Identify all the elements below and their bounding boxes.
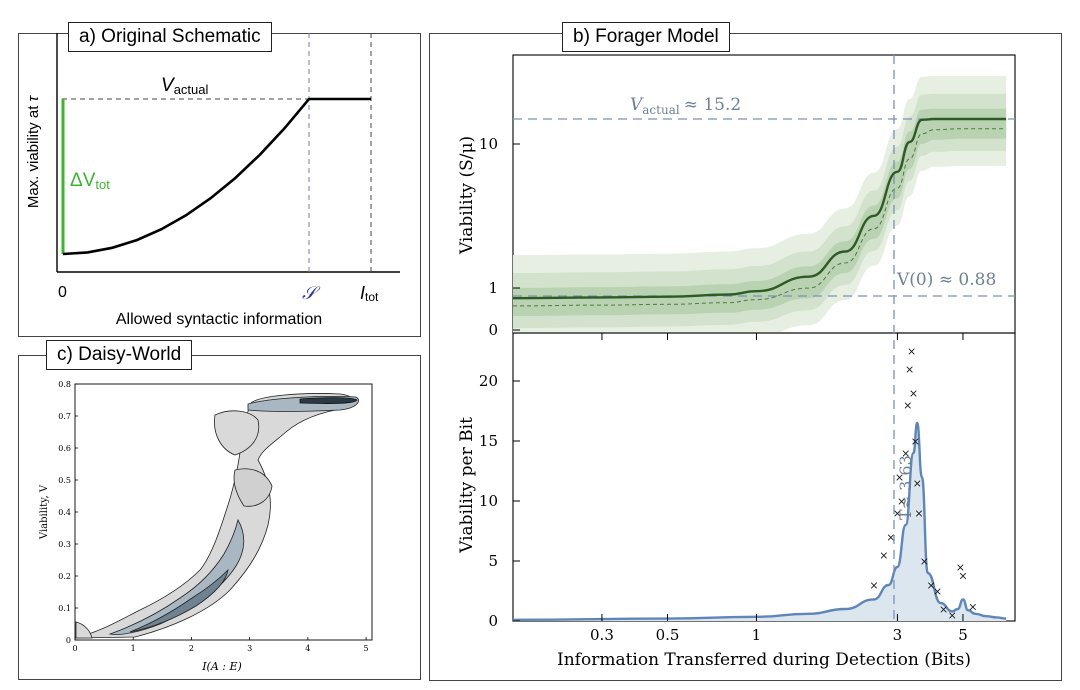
chart-c-ytick-label: 0.6 — [58, 444, 71, 453]
chart-a-xtick-itot: Itot — [360, 283, 379, 304]
chart-c-ytick-label: 0.5 — [58, 476, 71, 485]
scatter-point: × — [901, 447, 910, 460]
chart-a-curve — [62, 97, 371, 256]
chart-b-top-ylabel: Viability (S/μ) — [457, 136, 477, 255]
chart-a-ylabel: Max. viability at τ — [25, 94, 42, 208]
scatter-point: × — [895, 471, 904, 484]
scatter-point: × — [869, 579, 878, 592]
scatter-point: × — [968, 601, 977, 614]
chart-b-bottom-frame — [512, 332, 1016, 622]
chart-b-top-band-outer — [513, 75, 1007, 333]
chart-b-xtick-label: 0.3 — [590, 626, 614, 644]
scatter-point: × — [926, 579, 935, 592]
chart-a-vactual-label: Vactual — [161, 75, 208, 97]
chart-c-xtick-label: 2 — [189, 644, 194, 653]
chart-c-xtick-label: 5 — [364, 644, 369, 653]
chart-c-xlabel: I(A : E) — [201, 660, 242, 673]
chart-c-ytick-label: 0.2 — [58, 572, 71, 581]
panel-b — [429, 33, 1062, 681]
chart-c-contours — [74, 393, 359, 639]
chart-b-vactual-label: Vactual ≈ 15.2 — [630, 95, 741, 117]
chart-b-ytick-label: 10 — [479, 492, 498, 510]
scatter-point: × — [948, 609, 957, 622]
scatter-point: × — [911, 435, 920, 448]
contour-left-corner — [75, 621, 93, 639]
chart-b-xtick-label: 3 — [893, 626, 903, 644]
chart-c-ytick-label: 0.4 — [58, 508, 71, 517]
chart-b-ytick-label: 20 — [479, 372, 498, 390]
contour-inner — [129, 568, 229, 633]
scatter-point: × — [909, 387, 918, 400]
scatter-point: × — [905, 363, 914, 376]
chart-b-xlabel: Information Transferred during Detection… — [557, 650, 971, 670]
contour-top-core — [299, 397, 358, 404]
chart-c-ytick-label: 0.3 — [58, 540, 71, 549]
chart-b-bottom-line — [513, 421, 1007, 621]
scatter-point: × — [956, 561, 965, 574]
chart-b-bottom-ylabel: Viability per Bit — [457, 417, 477, 554]
chart-b-top-median — [513, 117, 1007, 300]
chart-b-top-lower-line — [513, 128, 1007, 307]
chart-c-ytick-label: 0.7 — [58, 412, 71, 421]
panel-a-title: a) Original Schematic — [68, 22, 272, 52]
panel-b-title: b) Forager Model — [562, 22, 730, 52]
chart-c-ticks: 0 1 2 3 4 5 0 0.1 0.2 0.3 0.4 0.5 0.6 0.7 0.8 — [58, 380, 368, 653]
scatter-point: × — [958, 569, 967, 582]
chart-c-ytick-label: 0 — [66, 636, 71, 645]
scatter-point: × — [920, 555, 929, 568]
scatter-point: × — [879, 549, 888, 562]
chart-c-xtick-label: 3 — [247, 644, 252, 653]
chart-b-ytick-label: 0 — [488, 612, 498, 630]
chart-b-scatter: ×××××××××××××××××× ×××× — [869, 345, 977, 622]
scatter-point: × — [893, 507, 902, 520]
scatter-point: × — [907, 345, 916, 358]
chart-c-ytick-label: 0.8 — [58, 380, 71, 389]
chart-a-xtick-zero: 0 — [58, 284, 67, 301]
chart-b-xtick-label: 1 — [752, 626, 762, 644]
chart-b-top-ytick-label: 10 — [479, 135, 498, 153]
chart-c-ylabel: Viability, V — [39, 484, 50, 540]
chart-c: 0 1 2 3 4 5 0 0.1 0.2 0.3 0.4 0.5 0.6 0.7 0.8 I(A : E)… — [39, 380, 373, 673]
scatter-point: × — [897, 495, 906, 508]
scatter-point: × — [903, 399, 912, 412]
chart-b-threshold-label: T≈ 3.63 — [896, 455, 915, 520]
chart-b-top-band-inner — [513, 108, 1007, 316]
scatter-point: × — [914, 507, 923, 520]
scatter-point: × — [913, 477, 922, 490]
chart-b-ytick-label: 5 — [488, 552, 498, 570]
scatter-point: × — [939, 603, 948, 616]
chart-a-delta-label: ΔVtot — [70, 170, 110, 192]
chart-c-xtick-label: 0 — [72, 644, 77, 653]
chart-b-v0-label: V(0) ≈ 0.88 — [896, 270, 996, 290]
chart-c-xtick-label: 1 — [131, 644, 136, 653]
scatter-point: × — [933, 585, 942, 598]
contour-upper-arm — [214, 410, 260, 456]
chart-b-top-ytick-label: 0 — [488, 321, 498, 339]
chart-c-xtick-label: 4 — [305, 644, 310, 653]
chart-c-ytick-label: 0.1 — [58, 604, 71, 613]
chart-a: Vactual ΔVtot 0 𝒮 Itot Allowed syntactic… — [25, 33, 400, 328]
scatter-point: × — [886, 531, 895, 544]
chart-b-ytick-label: 15 — [479, 432, 498, 450]
chart-b-top-ytick-label: 1 — [488, 279, 498, 297]
chart-b-xtick-label: 5 — [958, 626, 968, 644]
chart-b-xtick-label: 0.5 — [656, 626, 680, 644]
panel-c-title: c) Daisy-World — [46, 340, 193, 370]
contour-mid-arm — [233, 468, 273, 507]
panel-c — [18, 355, 421, 680]
chart-a-xlabel: Allowed syntactic information — [116, 311, 322, 328]
